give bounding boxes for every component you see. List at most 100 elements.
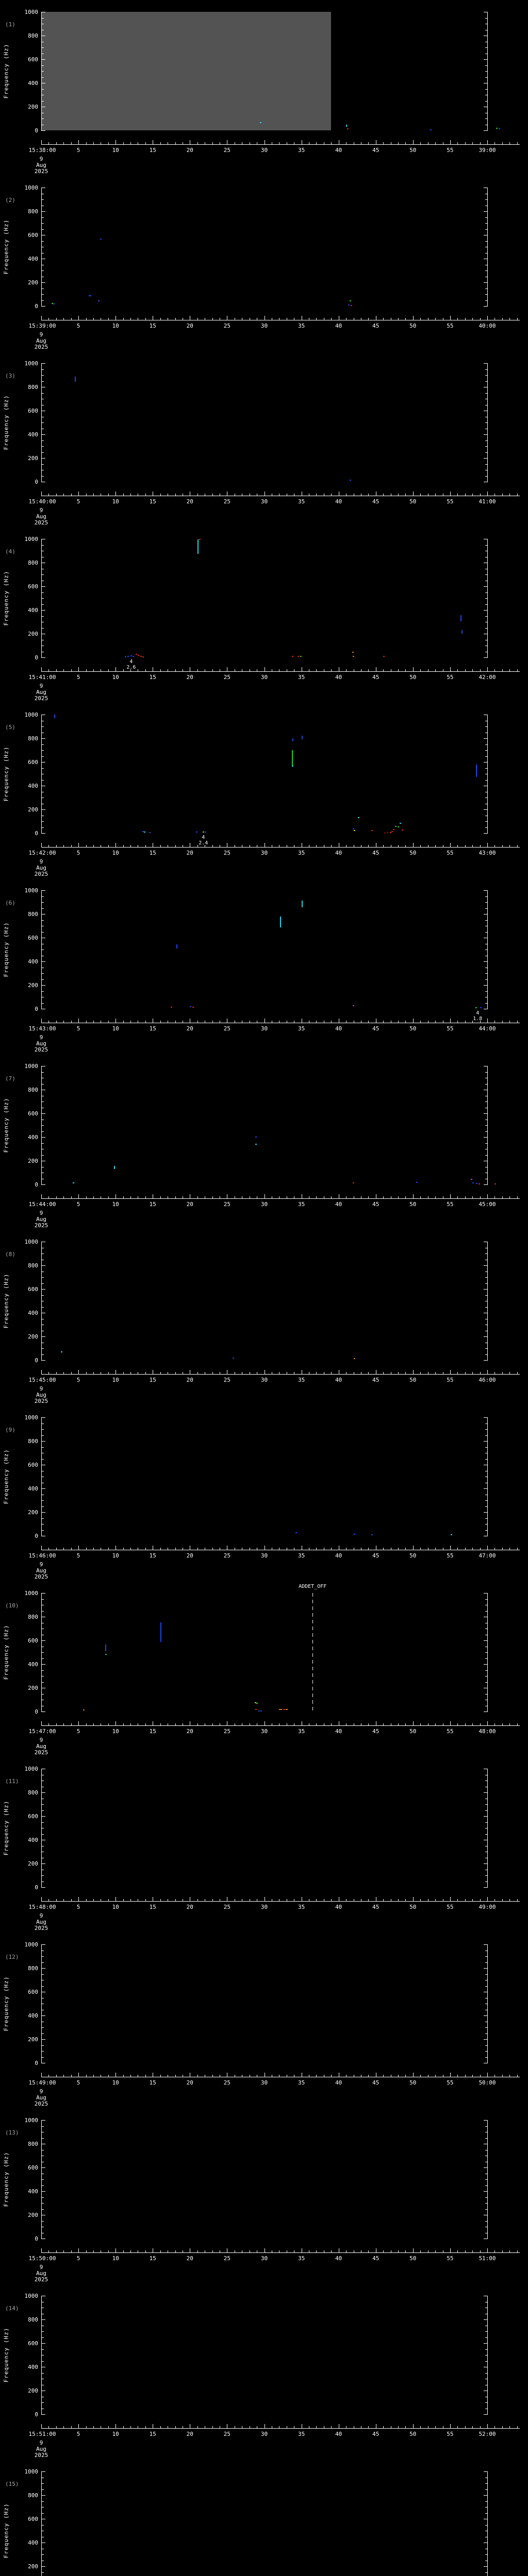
x-tick-label: 55: [447, 2255, 454, 2262]
x-tick: [509, 2250, 510, 2252]
x-tick-label: 45: [372, 1728, 380, 1735]
detection-marker: [138, 655, 140, 656]
x-tick-label: 40: [335, 147, 342, 154]
x-tick-label: 10: [112, 2079, 119, 2086]
x-tick: [405, 2426, 406, 2428]
y-tick: [42, 1792, 45, 1793]
x-start-time-label: 15:39:00: [28, 323, 56, 329]
x-tick-label: 35: [298, 674, 305, 681]
y-tick-label: 400: [28, 2364, 38, 2370]
x-tick: [41, 1897, 42, 1901]
date-label: 2025: [34, 1925, 48, 1931]
x-tick: [316, 1723, 317, 1725]
x-tick: [41, 1546, 42, 1550]
detection-marker: [496, 128, 498, 129]
y-tick-label: 1000: [24, 1063, 39, 1070]
y-tick: [485, 750, 487, 751]
x-tick: [93, 2075, 94, 2077]
x-tick: [331, 1548, 332, 1550]
x-tick: [480, 2075, 481, 2077]
x-tick: [420, 1196, 421, 1198]
x-tick: [130, 2250, 131, 2252]
y-tick: [485, 294, 487, 295]
spectrogram-panel: (7) Frequency (Hz) 0 200 400 600 800 1000 15:44:…: [0, 1054, 528, 1230]
y-tick: [485, 2179, 487, 2180]
y-tick-label: 1000: [24, 184, 39, 191]
y-tick: [485, 1822, 487, 1823]
y-tick: [484, 1417, 487, 1418]
y-tick: [42, 1003, 44, 1004]
y-tick: [485, 896, 487, 897]
x-tick: [160, 1899, 161, 1901]
y-tick: [485, 2361, 487, 2362]
y-tick: [485, 2138, 487, 2139]
x-end-time-label: 48:00: [478, 1728, 496, 1735]
y-tick: [485, 440, 487, 441]
x-tick: [494, 2426, 496, 2428]
y-tick: [42, 1711, 45, 1712]
detection-marker: [205, 831, 207, 833]
y-tick: [485, 1500, 487, 1501]
detection-marker: [295, 1532, 297, 1533]
y-tick: [42, 1441, 45, 1442]
x-tick: [465, 1548, 466, 1550]
x-tick: [130, 845, 131, 847]
y-tick: [484, 809, 487, 810]
y-tick: [42, 2203, 44, 2204]
y-tick: [42, 2197, 44, 2198]
glitch-count-note: 4: [129, 659, 133, 665]
x-tick: [509, 845, 510, 847]
y-tick: [485, 827, 487, 828]
x-tick: [175, 2075, 176, 2077]
x-tick: [420, 1548, 421, 1550]
x-tick: [435, 1723, 436, 1725]
x-tick-label: 40: [335, 1552, 342, 1559]
y-tick: [42, 821, 44, 822]
y-axis-left: [41, 715, 42, 834]
x-tick: [123, 1548, 124, 1550]
y-tick: [42, 363, 45, 364]
x-tick: [494, 142, 496, 144]
y-tick: [42, 2185, 44, 2186]
y-tick: [484, 2343, 487, 2344]
y-tick: [42, 77, 44, 78]
x-tick: [398, 1723, 399, 1725]
x-tick: [175, 1021, 176, 1023]
frequency-axis-title: Frequency (Hz): [3, 395, 10, 450]
y-tick-label: 0: [35, 1006, 38, 1012]
y-tick: [42, 1283, 44, 1284]
x-tick: [465, 142, 466, 144]
date-label: Aug: [36, 2270, 46, 2277]
date-label: Aug: [36, 1040, 46, 1047]
detection-marker: [300, 655, 302, 657]
x-tick: [63, 1021, 64, 1023]
y-tick: [42, 446, 44, 447]
frequency-axis-title: Frequency (Hz): [3, 2151, 10, 2207]
x-tick: [108, 1548, 109, 1550]
y-tick-label: 400: [28, 2539, 38, 2546]
y-tick: [485, 270, 487, 271]
detection-marker: [256, 1703, 258, 1704]
y-tick: [485, 1506, 487, 1507]
detection-marker: [346, 128, 349, 130]
x-tick: [487, 2248, 488, 2252]
x-tick: [197, 318, 198, 320]
x-tick: [487, 1019, 488, 1023]
x-tick-label: 5: [76, 1201, 80, 1208]
detection-marker: [353, 828, 355, 829]
x-tick: [175, 2426, 176, 2428]
date-label: 9: [39, 683, 43, 689]
x-tick: [316, 1196, 317, 1198]
x-tick: [494, 2075, 496, 2077]
y-tick: [42, 1956, 44, 1957]
y-tick: [485, 1459, 487, 1460]
y-tick-label: 800: [28, 1087, 38, 1093]
y-tick: [485, 1962, 487, 1963]
x-tick: [71, 142, 72, 144]
y-tick-label: 800: [28, 1438, 38, 1445]
x-tick-label: 25: [223, 1552, 231, 1559]
panel-index-label: (2): [5, 197, 15, 204]
x-tick: [63, 494, 64, 496]
detection-marker: [402, 829, 404, 831]
x-tick-label: 35: [298, 1025, 305, 1032]
